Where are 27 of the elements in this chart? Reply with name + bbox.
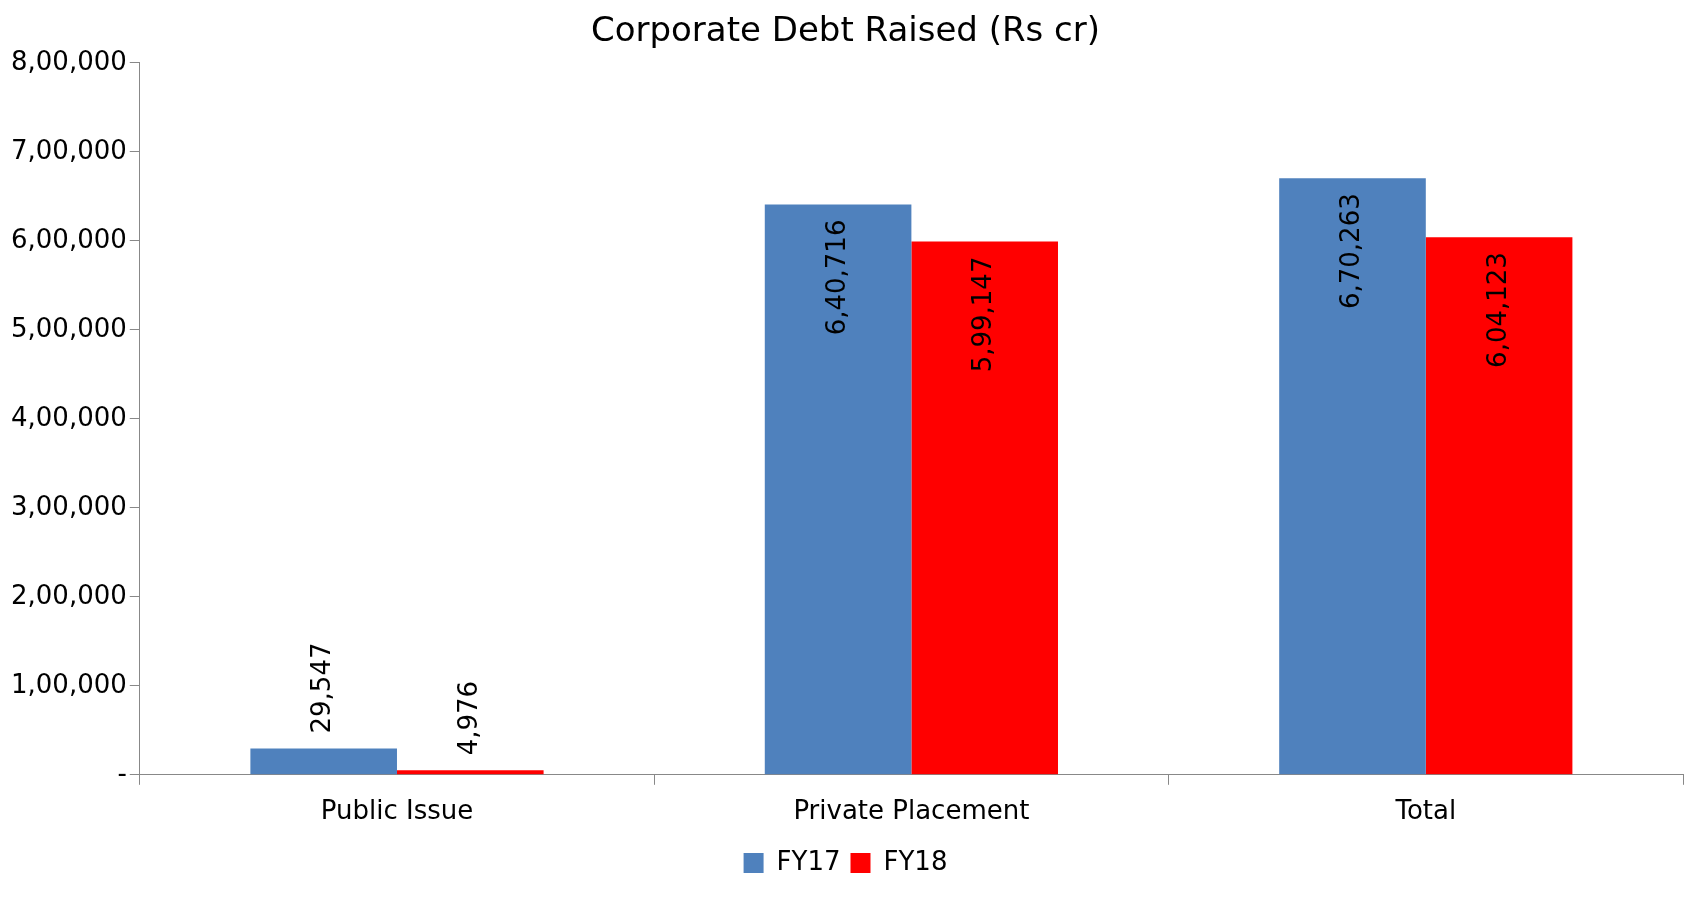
bar <box>1425 237 1573 775</box>
y-tick-label: 2,00,000 <box>11 579 127 610</box>
bar <box>764 204 912 775</box>
data-label: 6,40,716 <box>820 219 851 336</box>
data-label: 29,547 <box>306 642 337 734</box>
data-label: 6,70,263 <box>1335 193 1366 310</box>
legend-label: FY18 <box>883 845 948 876</box>
y-tick-label: 7,00,000 <box>11 134 127 165</box>
bar <box>396 770 544 775</box>
bar <box>250 748 397 775</box>
y-tick-label: - <box>117 757 127 788</box>
x-tick-label: Private Placement <box>793 795 1030 826</box>
chart-title: Corporate Debt Raised (Rs cr) <box>590 9 1101 50</box>
data-label: 4,976 <box>453 680 484 756</box>
y-tick-label: 5,00,000 <box>11 312 127 343</box>
y-tick-label: 4,00,000 <box>11 401 127 432</box>
x-tick-label: Public Issue <box>320 795 474 826</box>
y-tick-label: 1,00,000 <box>11 668 127 699</box>
y-tick-label: 8,00,000 <box>11 45 127 76</box>
data-label: 6,04,123 <box>1481 252 1512 368</box>
bar <box>1279 178 1426 775</box>
legend-label: FY17 <box>776 845 841 876</box>
y-tick-label: 6,00,000 <box>11 223 127 254</box>
x-tick-label: Total <box>1394 795 1457 826</box>
data-label: 5,99,147 <box>967 256 998 373</box>
bar <box>911 241 1058 775</box>
y-tick-label: 3,00,000 <box>11 490 127 521</box>
